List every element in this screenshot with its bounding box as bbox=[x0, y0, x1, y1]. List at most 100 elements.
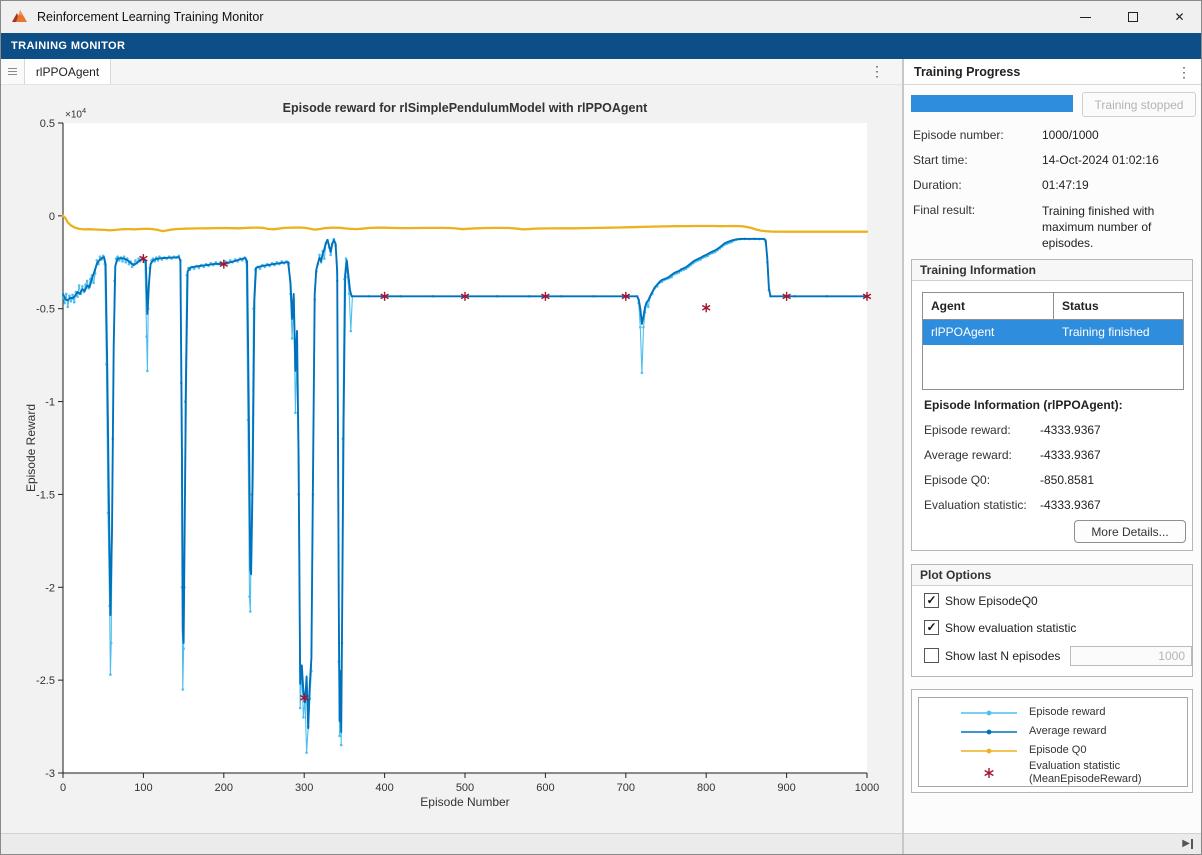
legend-item-episode-reward: Episode reward bbox=[919, 706, 1187, 720]
legend-line-sample bbox=[961, 729, 1017, 735]
panel-actions-kebab-icon[interactable]: ⋮ bbox=[1177, 63, 1191, 80]
agent-status-table: Agent Status rlPPOAgent Training finishe… bbox=[922, 292, 1184, 390]
tab-drag-handle[interactable] bbox=[1, 59, 25, 84]
episode-number-value: 1000/1000 bbox=[1042, 128, 1099, 142]
right-panel-title: Training Progress bbox=[914, 64, 1021, 79]
svg-text:500: 500 bbox=[456, 782, 474, 794]
legend-label: Evaluation statistic (MeanEpisodeReward) bbox=[1029, 760, 1142, 786]
start-time-label: Start time: bbox=[913, 153, 968, 167]
svg-text:-0.5: -0.5 bbox=[36, 304, 55, 316]
svg-text:400: 400 bbox=[375, 782, 393, 794]
average-reward-value: -4333.9367 bbox=[1040, 448, 1101, 462]
minimize-icon bbox=[1080, 16, 1091, 18]
training-information-panel: Training Information Agent Status rlPPOA… bbox=[911, 259, 1193, 551]
toolstrip-tab-training-monitor[interactable]: TRAINING MONITOR bbox=[11, 40, 126, 52]
legend-asterisk-sample bbox=[984, 768, 994, 779]
start-time-value: 14-Oct-2024 01:02:16 bbox=[1042, 153, 1159, 167]
checkbox-icon: ✓ bbox=[924, 593, 939, 608]
toolstrip: TRAINING MONITOR bbox=[1, 33, 1201, 59]
legend-label: Average reward bbox=[1029, 725, 1107, 738]
vertical-splitter[interactable] bbox=[902, 59, 904, 854]
agent-cell: rlPPOAgent bbox=[923, 320, 1054, 345]
episode-q0-value: -850.8581 bbox=[1040, 473, 1095, 487]
legend-item-episode-q0: Episode Q0 bbox=[919, 744, 1187, 758]
average-reward-label: Average reward: bbox=[924, 448, 1012, 462]
minimize-button[interactable] bbox=[1062, 1, 1109, 33]
status-column-header[interactable]: Status bbox=[1062, 299, 1099, 313]
legend-item-evaluation-statistic: Evaluation statistic (MeanEpisodeReward) bbox=[919, 760, 1187, 786]
svg-text:900: 900 bbox=[777, 782, 795, 794]
training-information-title: Training Information bbox=[912, 260, 1192, 281]
document-tab-strip: rlPPOAgent ⋮ bbox=[1, 59, 902, 85]
checkbox-show-episodeq0[interactable]: ✓ Show EpisodeQ0 bbox=[924, 593, 1038, 608]
checkbox-label: Show EpisodeQ0 bbox=[945, 593, 1038, 608]
collapse-panel-icon[interactable]: ▶ bbox=[1182, 838, 1193, 849]
title-bar: Reinforcement Learning Training Monitor … bbox=[1, 1, 1201, 33]
svg-text:0: 0 bbox=[49, 211, 55, 223]
svg-text:-1: -1 bbox=[45, 397, 55, 409]
checkbox-label: Show last N episodes bbox=[945, 648, 1061, 663]
document-actions-kebab-icon[interactable]: ⋮ bbox=[870, 63, 884, 79]
svg-text:0.5: 0.5 bbox=[40, 118, 55, 130]
tab-rlppoagent[interactable]: rlPPOAgent bbox=[24, 59, 111, 84]
evaluation-statistic-label: Evaluation statistic: bbox=[924, 498, 1027, 512]
checkbox-show-last-n-episodes[interactable]: Show last N episodes bbox=[924, 648, 1060, 663]
episode-q0-label: Episode Q0: bbox=[924, 473, 991, 487]
plot-options-title: Plot Options bbox=[912, 565, 1192, 586]
svg-text:-1.5: -1.5 bbox=[36, 489, 55, 501]
status-bar-right: ▶ bbox=[904, 833, 1201, 854]
training-progress-header: Training Progress ⋮ bbox=[904, 59, 1201, 85]
episode-number-label: Episode number: bbox=[913, 128, 1004, 142]
chart-document: 0 100 200 300 400 500 600 700 800 900 1000 0.5 0 -0.5… bbox=[1, 85, 902, 833]
checkbox-icon: ✓ bbox=[924, 620, 939, 635]
svg-text:-2.5: -2.5 bbox=[36, 675, 55, 687]
status-bar-left bbox=[1, 833, 902, 854]
duration-label: Duration: bbox=[913, 178, 962, 192]
tab-label: rlPPOAgent bbox=[35, 64, 100, 79]
duration-value: 01:47:19 bbox=[1042, 178, 1089, 192]
legend-line-sample bbox=[961, 710, 1017, 716]
training-progress-panel: Training stopped Episode number: 1000/10… bbox=[904, 85, 1201, 833]
checkbox-icon bbox=[924, 648, 939, 663]
more-details-button[interactable]: More Details... bbox=[1074, 520, 1186, 543]
training-stopped-button[interactable]: Training stopped bbox=[1082, 92, 1196, 117]
maximize-button[interactable] bbox=[1109, 1, 1156, 33]
svg-text:100: 100 bbox=[134, 782, 152, 794]
hamburger-icon bbox=[8, 66, 17, 77]
x-axis-label: Episode Number bbox=[420, 795, 510, 809]
svg-text:700: 700 bbox=[617, 782, 635, 794]
svg-text:-3: -3 bbox=[45, 768, 55, 780]
legend-label: Episode Q0 bbox=[1029, 744, 1087, 757]
svg-text:300: 300 bbox=[295, 782, 313, 794]
episode-reward-label: Episode reward: bbox=[924, 423, 1011, 437]
progress-bar bbox=[911, 95, 1073, 112]
final-result-label: Final result: bbox=[913, 203, 976, 217]
table-row[interactable]: rlPPOAgent Training finished bbox=[923, 320, 1183, 345]
svg-text:800: 800 bbox=[697, 782, 715, 794]
svg-text:600: 600 bbox=[536, 782, 554, 794]
maximize-icon bbox=[1127, 12, 1138, 22]
status-cell: Training finished bbox=[1062, 325, 1150, 339]
close-icon: ✕ bbox=[1174, 10, 1185, 24]
svg-text:0: 0 bbox=[60, 782, 66, 794]
chart-title: Episode reward for rlSimplePendulumModel… bbox=[282, 101, 648, 115]
episode-reward-value: -4333.9367 bbox=[1040, 423, 1101, 437]
legend-panel: Episode reward Average reward Episode Q0… bbox=[911, 689, 1193, 793]
table-header-row: Agent Status bbox=[923, 293, 1183, 320]
legend-line-sample bbox=[961, 748, 1017, 754]
plot-options-panel: Plot Options ✓ Show EpisodeQ0 ✓ Show eva… bbox=[911, 564, 1193, 677]
svg-text:1000: 1000 bbox=[855, 782, 879, 794]
legend-box: Episode reward Average reward Episode Q0… bbox=[918, 697, 1188, 787]
checkbox-label: Show evaluation statistic bbox=[945, 620, 1077, 635]
legend-label: Episode reward bbox=[1029, 706, 1106, 719]
legend-item-average-reward: Average reward bbox=[919, 725, 1187, 739]
close-button[interactable]: ✕ bbox=[1156, 1, 1201, 33]
final-result-value: Training finished with maximum number of… bbox=[1042, 204, 1155, 251]
window-title: Reinforcement Learning Training Monitor bbox=[37, 10, 264, 24]
svg-text:200: 200 bbox=[215, 782, 233, 794]
svg-text:-2: -2 bbox=[45, 582, 55, 594]
checkbox-show-evaluation-statistic[interactable]: ✓ Show evaluation statistic bbox=[924, 620, 1076, 635]
agent-column-header[interactable]: Agent bbox=[923, 293, 1054, 319]
last-n-episodes-input[interactable] bbox=[1070, 646, 1192, 666]
